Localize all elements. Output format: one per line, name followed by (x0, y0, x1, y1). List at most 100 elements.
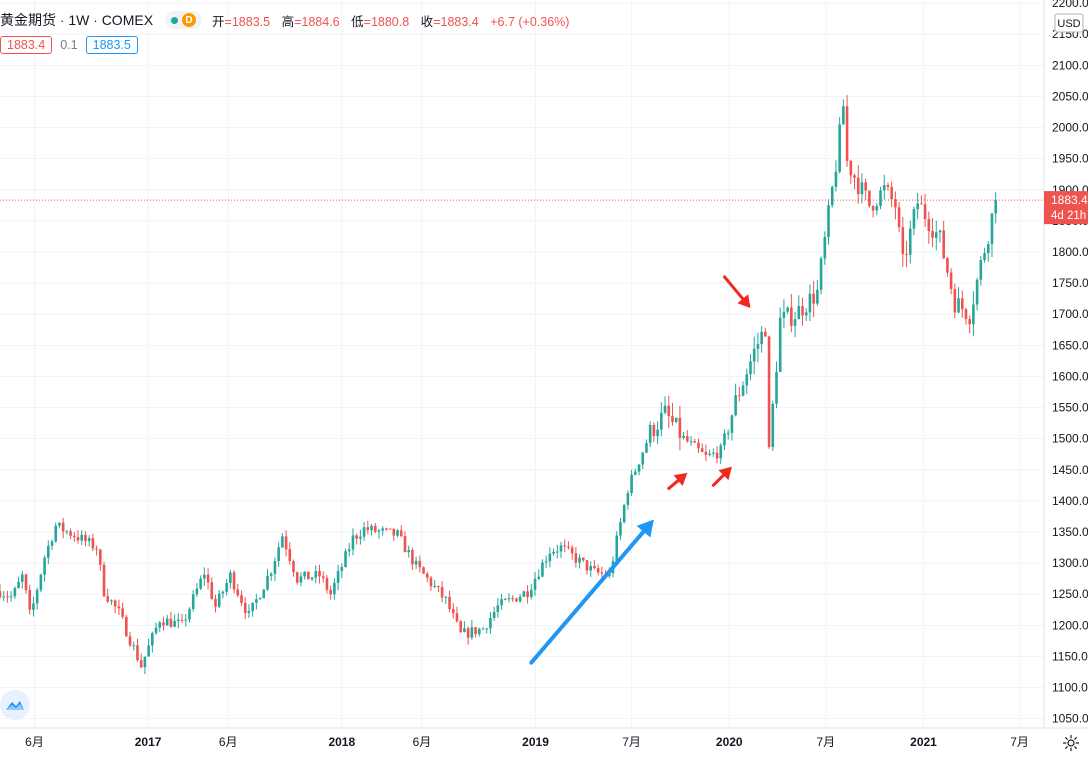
candle (708, 449, 711, 457)
candle (359, 529, 362, 545)
low-label: 低 (351, 14, 364, 29)
candle (277, 542, 280, 567)
candle-body (191, 594, 195, 609)
candle-body (403, 535, 407, 553)
candle-body (158, 622, 162, 628)
candle-body (496, 605, 500, 612)
candle (771, 400, 775, 451)
candle-body (949, 272, 953, 290)
candle-body (113, 600, 117, 607)
candle-body (827, 205, 830, 238)
candle-body (255, 599, 258, 603)
candle (544, 555, 548, 569)
arrow-shaft (667, 477, 682, 490)
candle-body (697, 442, 700, 449)
candle-body (894, 199, 897, 208)
candle-body (931, 231, 934, 238)
candle (385, 527, 388, 531)
candle (548, 547, 552, 568)
candle-body (660, 412, 663, 430)
candle-body (901, 227, 905, 255)
candle (217, 589, 221, 609)
candle-body (13, 588, 17, 597)
candle-body (206, 574, 210, 583)
candle-body (589, 565, 593, 571)
candle (552, 548, 555, 556)
candle-body (890, 187, 893, 200)
tradingview-logo-icon[interactable] (0, 690, 30, 720)
interval-label[interactable]: 1W (68, 12, 90, 28)
candle-body (485, 628, 489, 630)
red-annotation-arrow (667, 472, 688, 490)
candle-body (214, 598, 217, 607)
candle-body (856, 177, 860, 195)
candle-body (69, 531, 72, 536)
candle (972, 291, 975, 337)
candle (433, 579, 436, 589)
candle-body (975, 279, 979, 305)
price-tick-label: 1700.0 (1052, 307, 1088, 321)
candle-body (723, 433, 726, 446)
candle-body (645, 442, 648, 453)
candle-body (58, 522, 61, 526)
change-value: +6.7 (+0.36%) (490, 14, 570, 29)
candle-body (195, 588, 199, 595)
candle-body (515, 598, 518, 602)
candle (723, 429, 726, 451)
candle-body (715, 452, 719, 459)
candle (689, 436, 693, 446)
candle (258, 597, 262, 600)
candle (719, 443, 723, 464)
settings-gear-icon[interactable] (1062, 734, 1080, 752)
candle-body (243, 602, 247, 613)
candle (165, 614, 169, 626)
candle (533, 572, 537, 596)
candle (656, 421, 659, 444)
candle (645, 439, 648, 454)
candle (953, 283, 957, 319)
candle-body (355, 535, 358, 539)
candle (923, 193, 927, 227)
candle (191, 590, 195, 612)
candle (946, 257, 949, 277)
candle (567, 541, 570, 550)
candle-body (84, 534, 87, 542)
candle-body (596, 568, 600, 573)
red-annotation-arrow (711, 466, 732, 487)
market-status-badge[interactable]: D (165, 11, 203, 29)
candle-body (2, 596, 6, 598)
candle-body (273, 560, 277, 574)
candle (712, 448, 715, 457)
candle (983, 247, 986, 263)
candle-body (853, 175, 856, 178)
candle (321, 571, 325, 583)
candle (84, 531, 87, 547)
candle (589, 561, 593, 577)
candle-body (946, 258, 949, 273)
candle (128, 631, 132, 648)
candle (934, 220, 938, 251)
candle (451, 603, 455, 619)
last-price-value: 1883.4 (1051, 193, 1088, 207)
candle (752, 336, 756, 375)
candle (43, 555, 46, 582)
spread-value: 0.1 (60, 38, 78, 52)
price-tick-label: 1150.0 (1052, 649, 1088, 663)
buy-price-button[interactable]: 1883.5 (85, 36, 138, 54)
candle (838, 117, 841, 174)
symbol-name[interactable]: 黄金期货 (0, 12, 56, 28)
sell-price-button[interactable]: 1883.4 (0, 36, 53, 54)
candle (990, 213, 994, 258)
candle (563, 539, 567, 553)
candle (882, 174, 886, 200)
delayed-data-icon: D (182, 13, 197, 27)
candle (362, 521, 366, 541)
candle (396, 529, 399, 538)
candle-body (162, 622, 165, 626)
candle (340, 563, 344, 579)
candle-body (775, 371, 778, 404)
currency-label: USD (1057, 18, 1080, 30)
candle (942, 220, 945, 260)
